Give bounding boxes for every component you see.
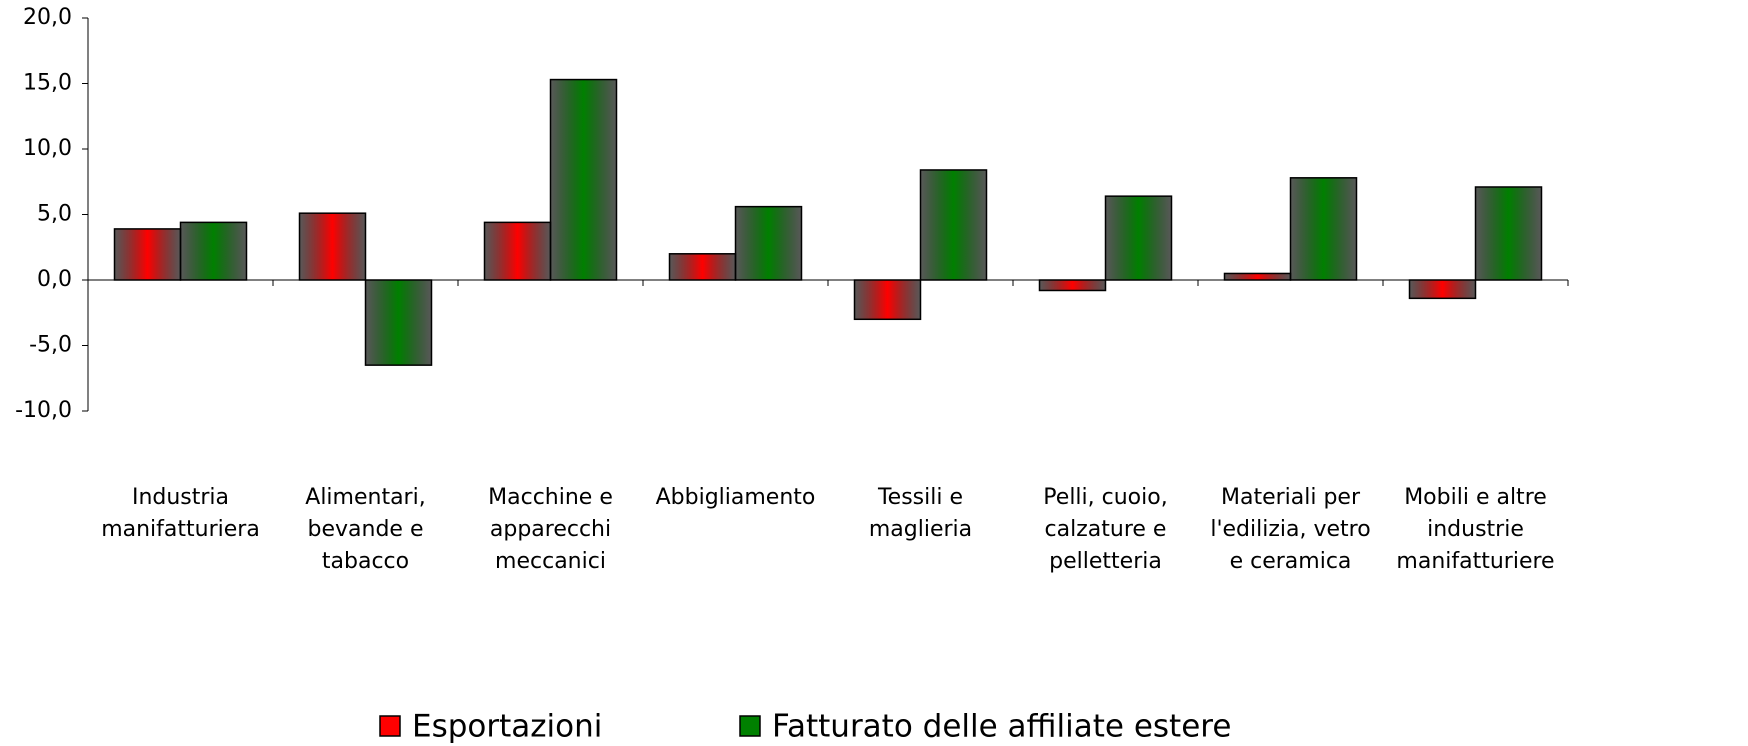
x-tick-label: Macchine e apparecchi meccanici	[488, 485, 613, 574]
bar	[113, 228, 182, 281]
bar	[853, 279, 922, 321]
y-tick-label: 10,0	[23, 136, 72, 161]
bar	[734, 205, 803, 281]
y-tick-label: -10,0	[15, 398, 72, 423]
legend-swatch	[379, 715, 401, 737]
x-tick-label: Pelli, cuoio, calzature e pelletteria	[1043, 485, 1168, 574]
legend-label: Esportazioni	[412, 709, 602, 745]
y-tick-label: -5,0	[29, 333, 72, 358]
bar	[1408, 279, 1477, 300]
bar	[483, 221, 552, 281]
bar	[179, 221, 248, 281]
y-tick-label: 0,0	[37, 267, 72, 292]
bar	[1223, 272, 1292, 281]
x-tick-label: Abbigliamento	[655, 485, 816, 510]
bar	[549, 78, 618, 281]
legend-label: Fatturato delle affiliate estere	[772, 709, 1231, 745]
x-tick-label: Tessili e maglieria	[868, 485, 973, 542]
x-tick-label: Alimentari, bevande e tabacco	[305, 485, 426, 574]
x-tick-label: Materiali per l'edilizia, vetro e cerami…	[1210, 485, 1371, 574]
bar	[298, 212, 367, 281]
bar	[364, 279, 433, 366]
y-tick-label: 20,0	[23, 5, 72, 30]
x-tick-label: Mobili e altre industrie manifatturiere	[1396, 485, 1555, 574]
bar	[1289, 177, 1358, 281]
y-tick-label: 15,0	[23, 71, 72, 96]
x-tick-label: Industria manifatturiera	[101, 485, 260, 542]
y-tick-label: 5,0	[37, 202, 72, 227]
bar	[668, 253, 737, 281]
bar	[1474, 186, 1543, 281]
bar	[1038, 279, 1107, 292]
bar	[919, 169, 988, 281]
bar	[1104, 195, 1173, 281]
legend-swatch	[739, 715, 761, 737]
